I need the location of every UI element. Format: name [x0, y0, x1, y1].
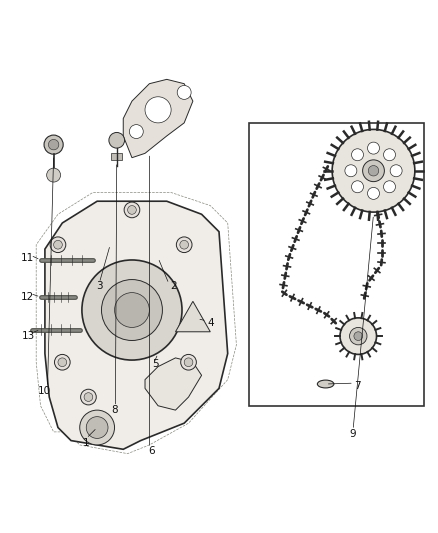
Circle shape [367, 142, 379, 154]
Circle shape [115, 293, 149, 327]
Text: 3: 3 [96, 281, 102, 291]
Circle shape [47, 168, 60, 182]
Circle shape [177, 237, 192, 253]
Polygon shape [123, 79, 193, 158]
Text: 9: 9 [350, 429, 357, 439]
Circle shape [127, 206, 136, 214]
Circle shape [82, 260, 182, 360]
Text: 7: 7 [354, 381, 361, 391]
Polygon shape [176, 301, 210, 332]
Circle shape [109, 133, 124, 148]
Circle shape [181, 354, 196, 370]
Text: 8: 8 [111, 405, 118, 415]
Circle shape [340, 318, 377, 354]
Text: 10: 10 [38, 385, 51, 395]
Polygon shape [111, 154, 122, 160]
Circle shape [81, 389, 96, 405]
Circle shape [86, 417, 108, 439]
Circle shape [345, 165, 357, 177]
Text: 5: 5 [152, 359, 159, 369]
Circle shape [363, 160, 385, 182]
Circle shape [54, 354, 70, 370]
Circle shape [84, 393, 93, 401]
Circle shape [384, 149, 396, 161]
Circle shape [129, 125, 143, 139]
Text: 13: 13 [22, 331, 35, 341]
Text: 4: 4 [207, 318, 214, 328]
Circle shape [145, 97, 171, 123]
Polygon shape [145, 358, 201, 410]
Circle shape [180, 240, 188, 249]
Circle shape [354, 332, 363, 341]
Circle shape [350, 327, 367, 345]
Circle shape [352, 149, 364, 161]
Bar [250, 123, 424, 406]
Circle shape [177, 85, 191, 99]
Polygon shape [45, 201, 228, 449]
Ellipse shape [318, 380, 334, 388]
Text: 11: 11 [21, 253, 34, 263]
Text: 1: 1 [83, 438, 89, 448]
Circle shape [367, 188, 379, 199]
Circle shape [50, 237, 66, 253]
Circle shape [102, 279, 162, 341]
Circle shape [390, 165, 402, 177]
Text: 2: 2 [170, 281, 177, 291]
Circle shape [368, 166, 379, 176]
Circle shape [48, 140, 59, 150]
Circle shape [352, 181, 364, 193]
Circle shape [332, 130, 415, 212]
Circle shape [384, 181, 396, 193]
Circle shape [44, 135, 63, 154]
Circle shape [58, 358, 67, 367]
Text: 6: 6 [148, 447, 155, 456]
Circle shape [124, 202, 140, 218]
Circle shape [184, 358, 193, 367]
Text: 12: 12 [21, 292, 34, 302]
Circle shape [53, 240, 62, 249]
Circle shape [80, 410, 115, 445]
